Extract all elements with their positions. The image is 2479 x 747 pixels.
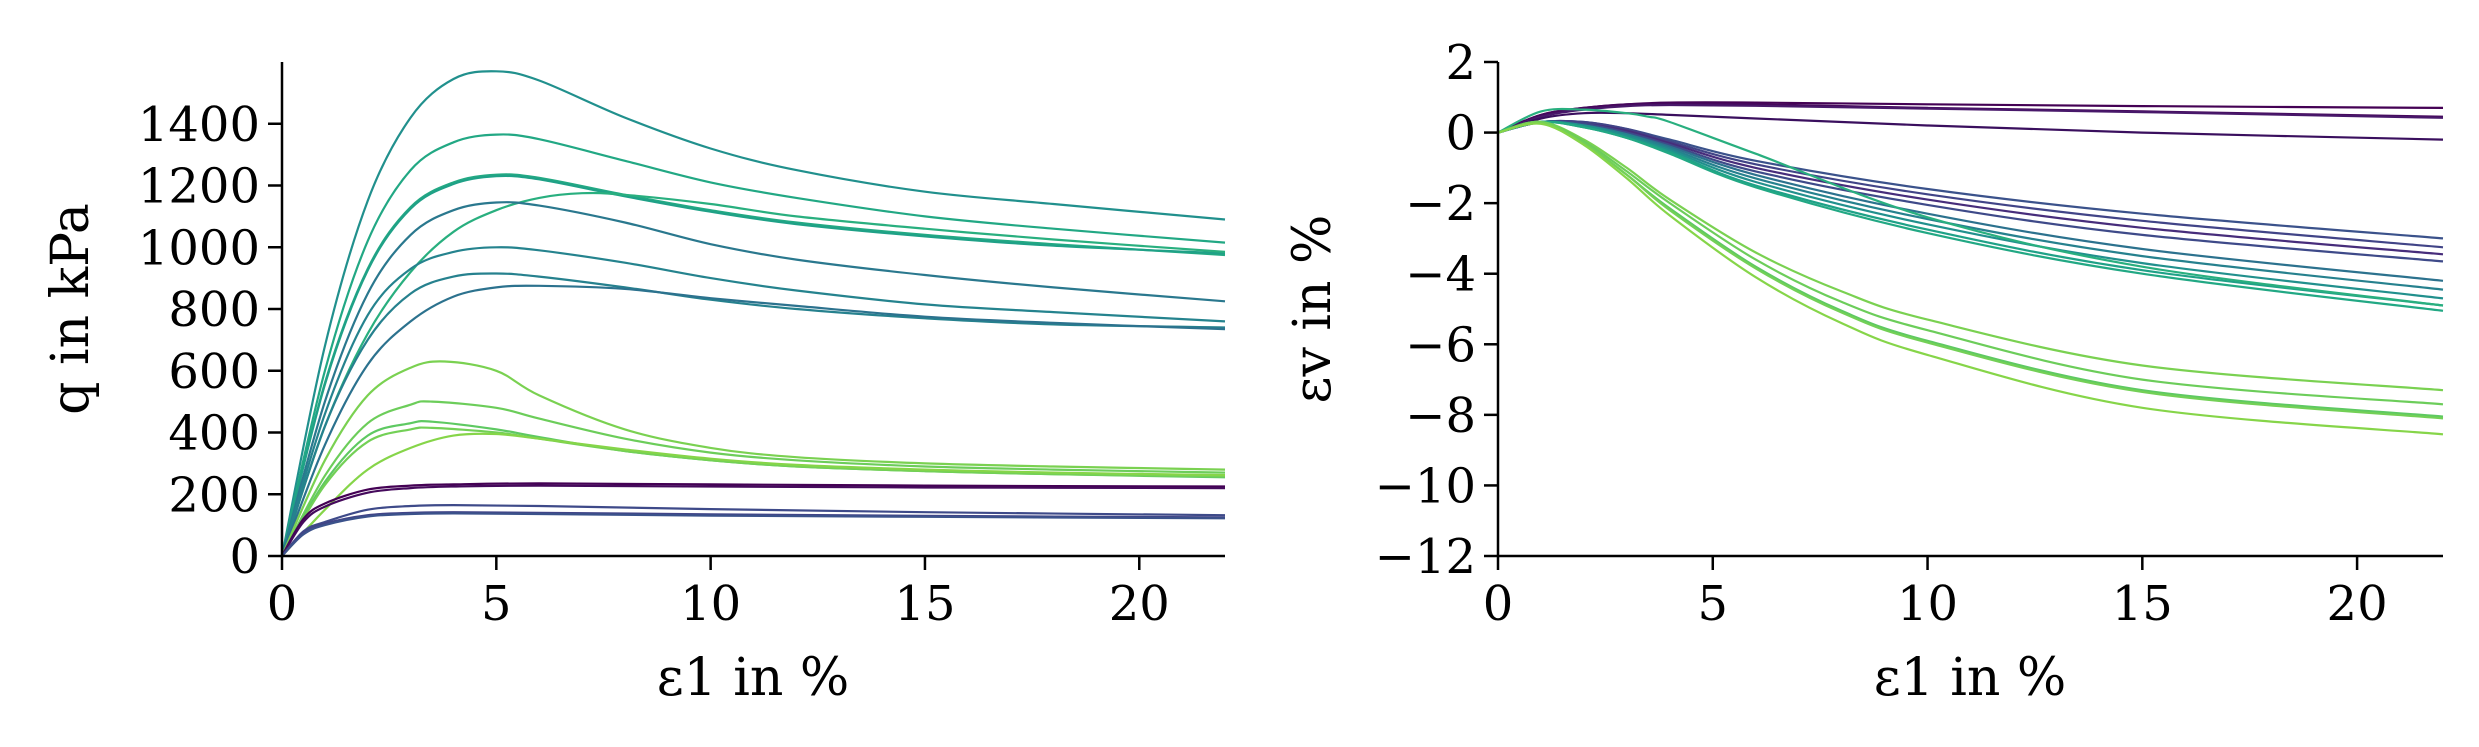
q-y-tick-label-800: 800: [168, 282, 260, 338]
ev-y-axis-label: εv in %: [1283, 215, 1343, 404]
ev-x-axis-label: ε1 in %: [1874, 648, 2067, 708]
q-series-lines: [280, 70, 1226, 557]
q-series-line-15: [281, 482, 1226, 557]
q-series-line-6: [280, 201, 1226, 557]
ev-series-line-11: [1497, 120, 2444, 300]
ev-y-tick-label-−8: −8: [1405, 388, 1476, 444]
q-series-line-17: [281, 503, 1226, 557]
q-y-axis-label: q in kPa: [41, 203, 101, 415]
q-y-tick-label-200: 200: [168, 467, 260, 523]
q-y-tick-label-0: 0: [229, 529, 260, 585]
q-series-line-5: [280, 191, 1226, 557]
ev-x-tick-label-0: 0: [1483, 576, 1514, 632]
q-x-tick-label-0: 0: [267, 576, 298, 632]
q-series-line-9: [280, 284, 1226, 557]
ev-x-ticks: 0 5 10 15 20: [1483, 556, 2388, 632]
q-y-tick-label-1200: 1200: [138, 159, 260, 215]
ev-series-line-18: [1497, 120, 2444, 420]
q-y-tick-label-400: 400: [168, 406, 260, 462]
ev-x-tick-label-20: 20: [2327, 576, 2388, 632]
ev-y-tick-label-−2: −2: [1405, 176, 1476, 232]
q-series-line-19: [281, 512, 1226, 557]
ev-series-line-8: [1497, 120, 2444, 263]
q-series-line-7: [280, 246, 1226, 557]
q-series-line-8: [280, 272, 1226, 557]
q-y-tick-label-1000: 1000: [138, 220, 260, 276]
ev-y-ticks: 2 0 −2 −4 −6 −8 −10 −12: [1375, 35, 1498, 585]
ev-series-line-4: [1497, 111, 2444, 141]
ev-series-line-14: [1497, 107, 2444, 307]
q-y-tick-label-1400: 1400: [138, 97, 260, 153]
ev-y-tick-label-−4: −4: [1405, 247, 1476, 303]
ev-y-tick-label-2: 2: [1445, 35, 1476, 91]
ev-x-tick-label-15: 15: [2112, 576, 2173, 632]
ev-series-line-15: [1497, 120, 2444, 392]
q-series-line-10: [280, 360, 1226, 557]
ev-y-tick-label-0: 0: [1445, 106, 1476, 162]
q-x-tick-label-15: 15: [894, 576, 955, 632]
q-series-line-2: [280, 133, 1226, 557]
chart-volumetric-strain: 0 5 10 15 20 20−2−4−6−8−10−12 ε1 in % εv in …: [1283, 35, 2444, 708]
q-series-line-16: [281, 484, 1226, 557]
q-y-tick-label-600: 600: [168, 344, 260, 400]
q-series-line-14: [281, 432, 1226, 557]
ev-y-tick-label-−10: −10: [1375, 458, 1476, 514]
ev-x-tick-label-10: 10: [1897, 576, 1958, 632]
ev-series-line-13: [1497, 120, 2444, 312]
q-x-tick-label-20: 20: [1109, 576, 1170, 632]
q-series-line-1: [280, 70, 1226, 557]
q-x-ticks: 0 5 10 15 20: [267, 556, 1170, 632]
ev-series-lines: [1497, 101, 2444, 436]
q-x-axis-label: ε1 in %: [657, 648, 850, 708]
ev-series-line-19: [1497, 122, 2444, 436]
q-series-line-13: [281, 426, 1226, 557]
q-series-line-4: [280, 174, 1226, 557]
ev-series-line-6: [1497, 119, 2444, 249]
ev-y-tick-label-−6: −6: [1405, 317, 1476, 373]
q-series-line-11: [281, 400, 1226, 557]
ev-y-tick-label-−12: −12: [1375, 529, 1476, 585]
ev-x-tick-label-5: 5: [1697, 576, 1728, 632]
q-x-tick-label-5: 5: [481, 576, 512, 632]
q-x-tick-label-10: 10: [680, 576, 741, 632]
ev-series-line-3: [1497, 103, 2444, 134]
ev-series-line-16: [1497, 120, 2444, 406]
